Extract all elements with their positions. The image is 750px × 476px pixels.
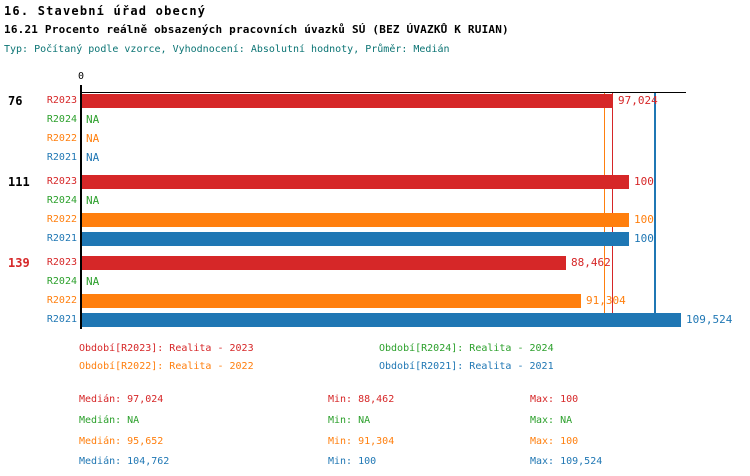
series-row-label-r2021: R2021 xyxy=(46,314,77,325)
series-row-label-r2021: R2021 xyxy=(46,233,77,244)
bar-value-label: 100 xyxy=(634,175,654,188)
series-row-label-r2022: R2022 xyxy=(46,295,77,306)
stat-max-r2024: Max: NA xyxy=(530,415,573,426)
median-line-r2023 xyxy=(612,93,613,325)
stat-max-r2021: Max: 109,524 xyxy=(530,456,603,467)
bar-r2021 xyxy=(82,313,681,327)
chart-group-label: 139 xyxy=(8,256,30,270)
legend-item-r2021: Období[R2021]: Realita - 2021 xyxy=(379,361,554,372)
bar-na-label: NA xyxy=(86,275,100,288)
bar-value-label: 100 xyxy=(634,213,654,226)
bar-r2023 xyxy=(82,256,566,270)
indicator-title: 16.21 Procento reálně obsazených pracovn… xyxy=(4,23,509,36)
stat-median-r2022: Medián: 95,652 xyxy=(79,436,164,447)
stat-max-r2022: Max: 100 xyxy=(530,436,579,447)
bar-na-label: NA xyxy=(86,194,100,207)
bar-value-label: 91,304 xyxy=(586,294,626,307)
stat-median-r2023: Medián: 97,024 xyxy=(79,394,164,405)
series-row-label-r2023: R2023 xyxy=(46,95,77,106)
legend-item-r2024: Období[R2024]: Realita - 2024 xyxy=(379,343,554,354)
legend-item-r2022: Období[R2022]: Realita - 2022 xyxy=(79,361,254,372)
median-line-r2021 xyxy=(654,93,656,325)
series-row-label-r2024: R2024 xyxy=(46,114,77,125)
median-line-r2022 xyxy=(604,93,605,325)
stat-min-r2024: Min: NA xyxy=(328,415,371,426)
series-row-label-r2024: R2024 xyxy=(46,195,77,206)
bar-value-label: 109,524 xyxy=(686,313,733,326)
bar-na-label: NA xyxy=(86,132,100,145)
bar-na-label: NA xyxy=(86,151,100,164)
stat-min-r2023: Min: 88,462 xyxy=(328,394,395,405)
bar-value-label: 100 xyxy=(634,232,654,245)
bar-r2022 xyxy=(82,213,629,227)
series-row-label-r2024: R2024 xyxy=(46,276,77,287)
indicator-meta: Typ: Počítaný podle vzorce, Vyhodnocení:… xyxy=(4,44,450,55)
bar-r2023 xyxy=(82,175,629,189)
series-row-label-r2023: R2023 xyxy=(46,176,77,187)
page-title: 16. Stavební úřad obecný xyxy=(4,4,207,18)
y-axis-line xyxy=(80,85,82,329)
series-row-label-r2021: R2021 xyxy=(46,152,77,163)
bar-r2022 xyxy=(82,294,581,308)
bar-na-label: NA xyxy=(86,113,100,126)
legend-item-r2023: Období[R2023]: Realita - 2023 xyxy=(79,343,254,354)
bar-value-label: 88,462 xyxy=(571,256,611,269)
stat-min-r2022: Min: 91,304 xyxy=(328,436,395,447)
series-row-label-r2022: R2022 xyxy=(46,133,77,144)
bar-r2021 xyxy=(82,232,629,246)
stat-median-r2024: Medián: NA xyxy=(79,415,140,426)
x-axis-line xyxy=(81,92,686,93)
stat-max-r2023: Max: 100 xyxy=(530,394,579,405)
bar-r2023 xyxy=(82,94,613,108)
chart-group-label: 76 xyxy=(8,94,23,108)
stat-median-r2021: Medián: 104,762 xyxy=(79,456,170,467)
chart-group-label: 111 xyxy=(8,175,30,189)
bar-value-label: 97,024 xyxy=(618,94,658,107)
x-axis-zero-tick-label: 0 xyxy=(77,71,85,82)
stat-min-r2021: Min: 100 xyxy=(328,456,377,467)
series-row-label-r2023: R2023 xyxy=(46,257,77,268)
series-row-label-r2022: R2022 xyxy=(46,214,77,225)
